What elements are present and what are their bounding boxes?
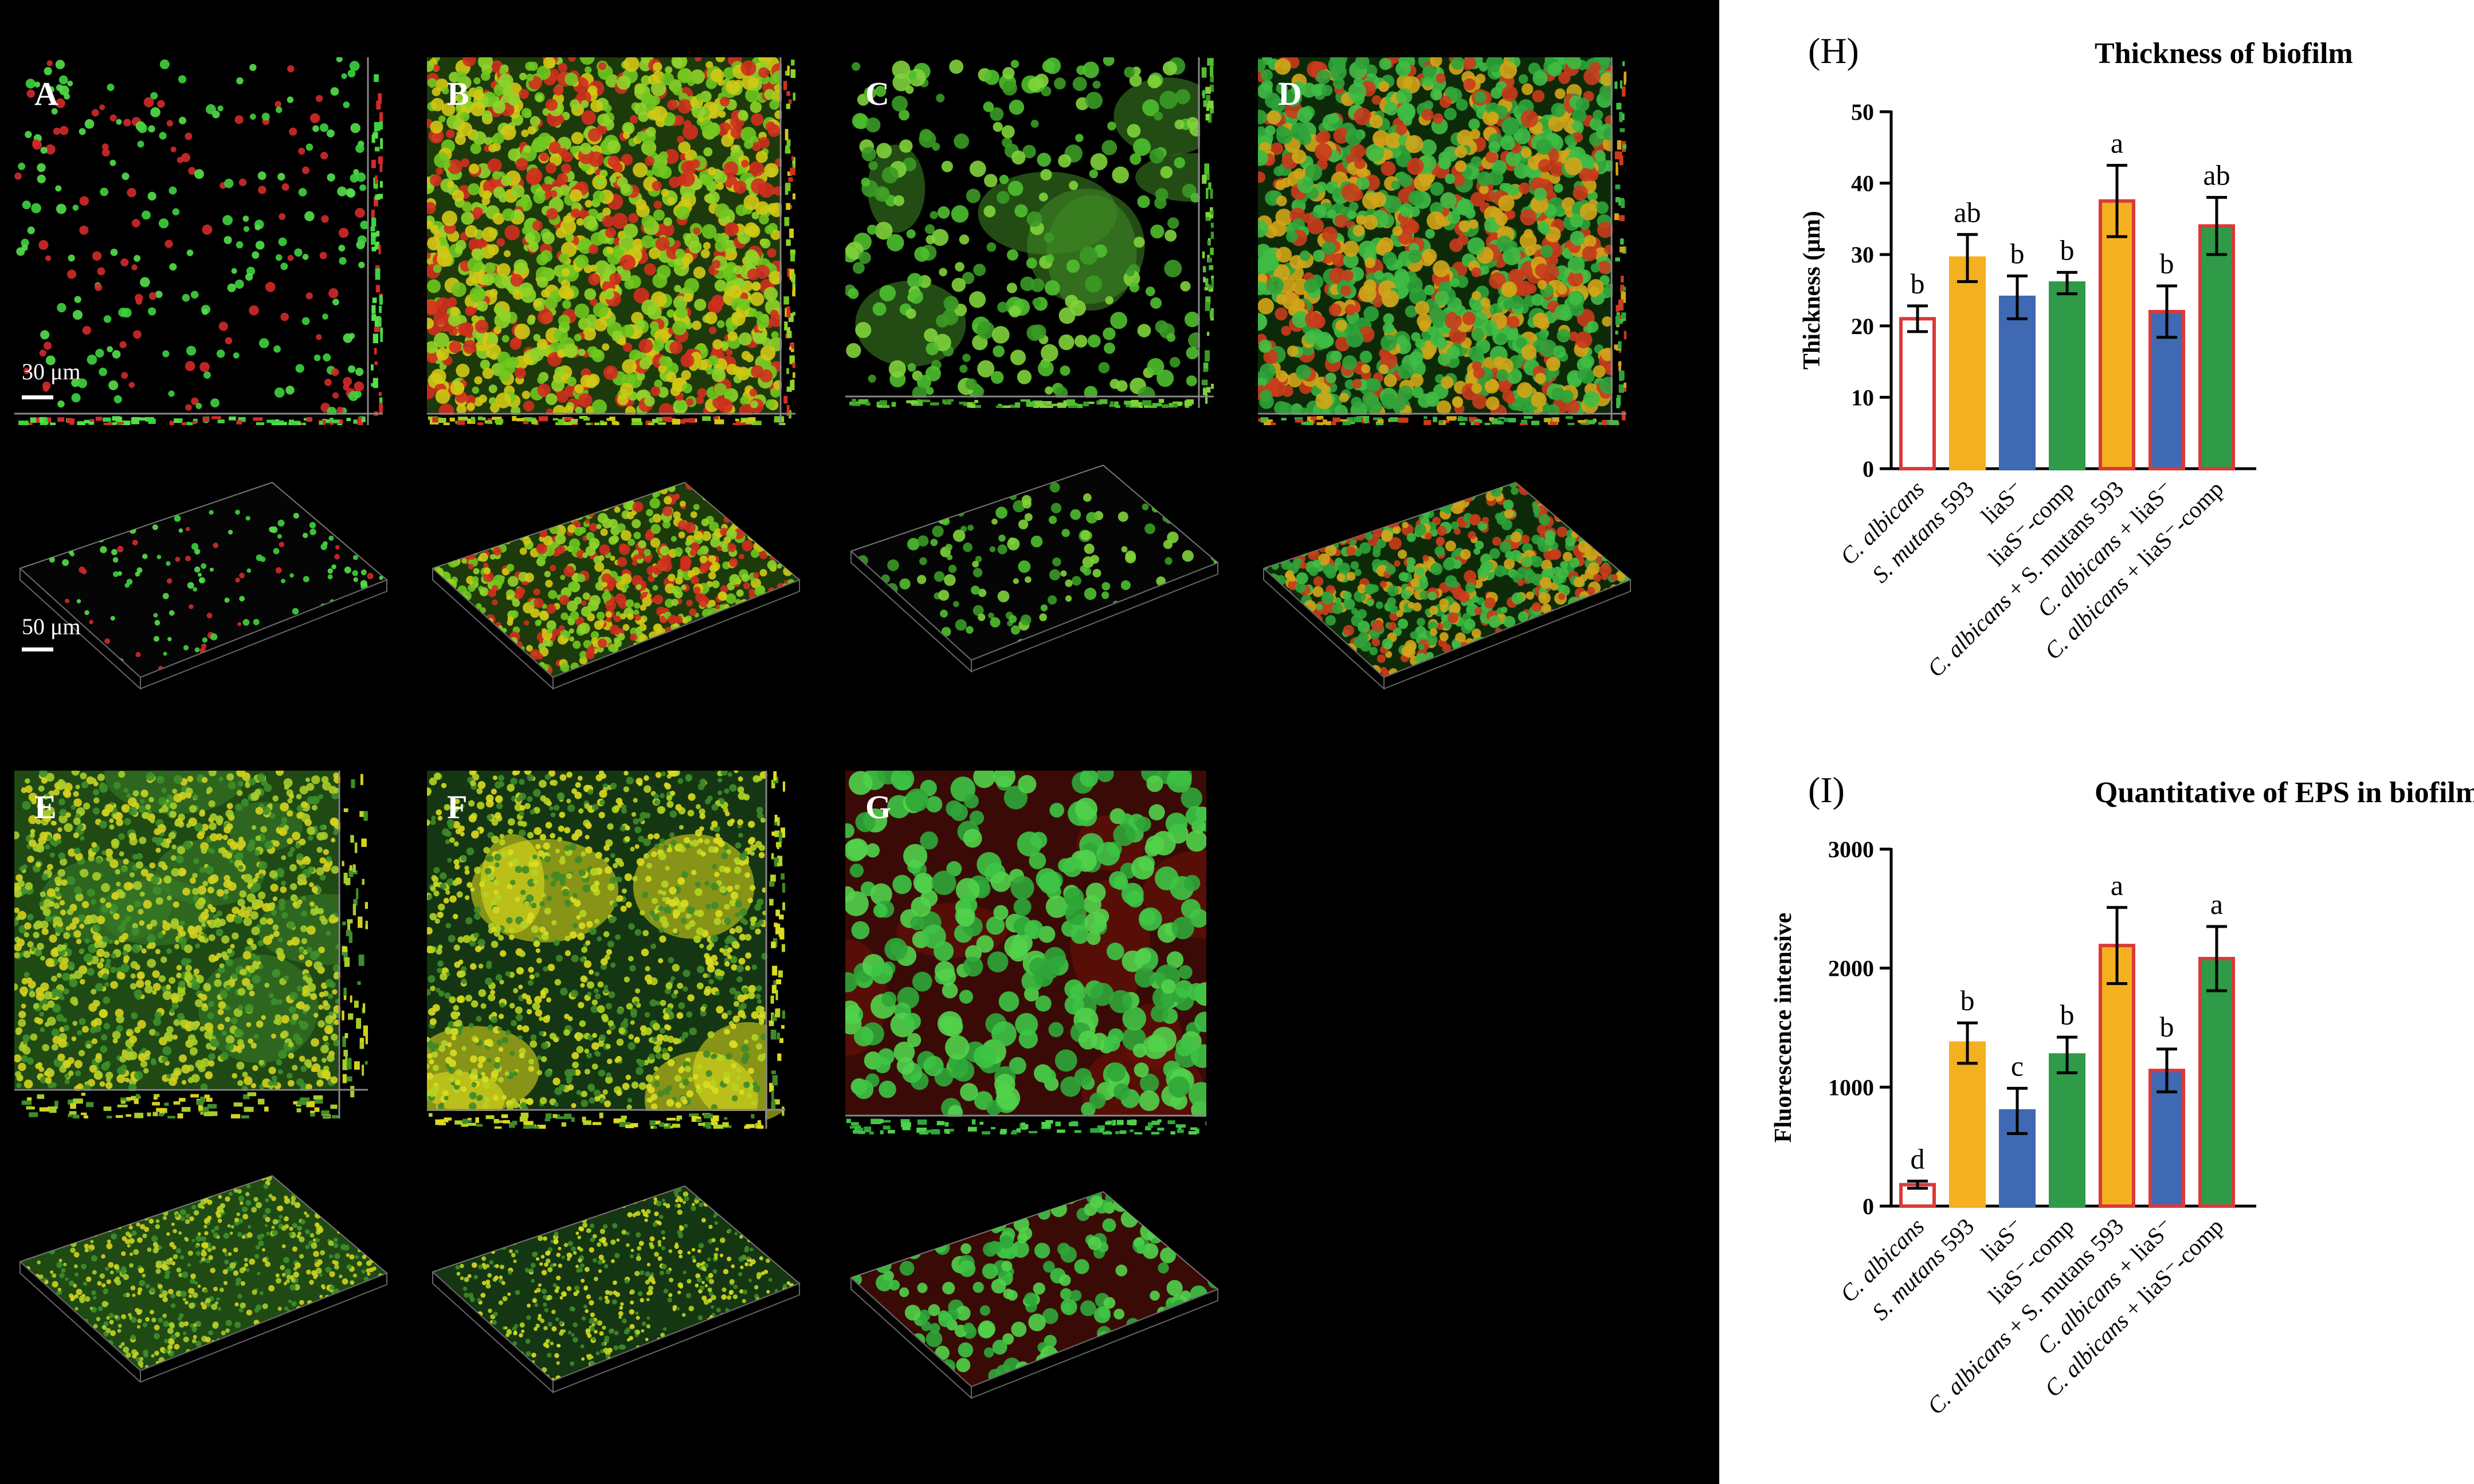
bar [1999,295,2036,471]
significance-letter: b [1911,268,1925,300]
bar [2049,281,2085,470]
significance-letter: ab [1954,196,1981,228]
charts-svg: (H) Thickness of biofilm 0 10 20 30 40 50 Thickn… [1770,30,2474,1419]
y-tick-label: 20 [1851,313,1874,339]
y-tick-label: 0 [1863,1194,1874,1219]
micrograph-e [14,771,368,1118]
micrograph-a [14,57,383,425]
chart-eps: (I) Quantitative of EPS in biofilm 0 1000 20… [1770,770,2474,1419]
panel-letter-a: A [34,75,58,112]
y-tick-label: 3000 [1828,837,1874,862]
micrograph-c [845,57,1214,408]
significance-letter: b [2160,1011,2174,1043]
y-tick-label: 2000 [1828,956,1874,982]
significance-letter: ab [2203,159,2230,191]
chart-title: Quantitative of EPS in biofilm [2095,776,2474,809]
scale-label-bottom: 50 μm [22,614,81,639]
significance-letter: a [2210,888,2223,920]
chart-panel-label: (I) [1808,770,1845,810]
render-3d-g [850,1191,1219,1400]
significance-letter: a [2111,127,2123,159]
y-tick-label: 50 [1851,99,1874,125]
bar [2198,957,2235,1208]
bar [1899,317,1936,471]
chart-title: Thickness of biofilm [2095,37,2353,70]
panel-letter-f: F [447,788,468,826]
micrograph-b [427,57,795,425]
scale-bar-bottom [22,647,53,651]
y-tick-label: 1000 [1828,1074,1874,1100]
bar [1949,1041,1986,1208]
micrograph-g [845,771,1206,1134]
bar [2099,199,2135,470]
y-tick-label: 40 [1851,171,1874,197]
render-3d-c [850,464,1219,673]
panel-letter-e: E [34,788,57,826]
significance-letter: d [1911,1143,1925,1175]
significance-letter: b [2060,234,2075,266]
render-3d-e [19,1175,388,1384]
scale-label-top: 30 μm [22,359,81,384]
render-3d-a [19,481,388,690]
microscopy-panels: A B C D E F G 30 μm 50 μm [0,0,1719,1484]
significance-letter: b [1961,984,1975,1016]
panel-letter-c: C [865,75,889,112]
panel-letter-b: B [447,75,469,112]
y-axis-label: Thickness (μm) [1799,211,1825,370]
scale-bar-top [22,395,53,399]
panel-letter-g: G [865,788,892,826]
significance-letter: b [2060,999,2075,1031]
bar [2099,944,2135,1208]
render-3d-f [432,1185,801,1394]
micrograph-d [1258,57,1626,425]
render-3d-b [432,481,801,690]
charts-area: (H) Thickness of biofilm 0 10 20 30 40 50 Thickn… [1719,0,2474,1484]
significance-letter: c [2011,1050,2024,1082]
significance-letter: b [2160,248,2174,280]
render-3d-d [1263,481,1632,690]
y-tick-label: 10 [1851,384,1874,410]
panel-letter-d: D [1278,75,1302,112]
bar [2198,224,2235,470]
chart-thickness: (H) Thickness of biofilm 0 10 20 30 40 50 Thickn… [1799,30,2353,682]
significance-letter: b [2010,238,2025,270]
y-axis-label: Fluorescence intensive [1770,913,1797,1143]
bar [1949,256,1986,470]
y-tick-label: 30 [1851,242,1874,268]
significance-letter: a [2111,869,2123,901]
bar [2049,1053,2085,1208]
micrograph-f [427,771,785,1129]
chart-panel-label: (H) [1808,30,1859,71]
y-tick-label: 0 [1863,456,1874,482]
